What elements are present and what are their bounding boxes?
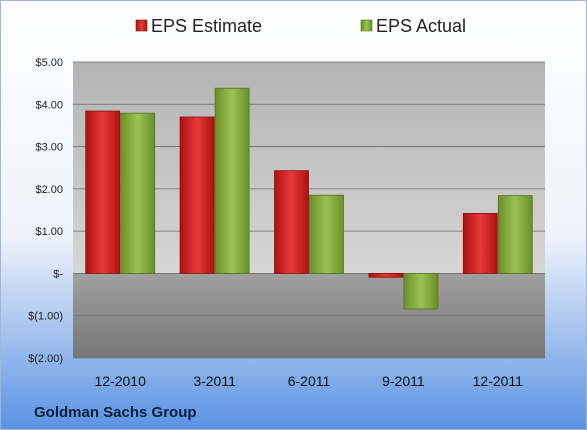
x-tick-label: 9-2011	[382, 373, 425, 389]
legend-label-eps-estimate: EPS Estimate	[151, 16, 262, 36]
y-tick-label: $2.00	[35, 184, 63, 196]
legend-label-eps-actual: EPS Actual	[376, 16, 466, 36]
legend-swatch-eps-estimate	[135, 19, 148, 32]
y-tick-label: $1.00	[35, 226, 63, 238]
y-tick-label: $-	[53, 268, 63, 280]
bar-eps-actual-6-2011	[309, 194, 344, 274]
bar-eps-estimate-3-2011	[179, 116, 215, 274]
bar-eps-actual-9-2011	[403, 273, 439, 310]
bar-eps-estimate-6-2011	[274, 170, 309, 274]
bar-eps-estimate-12-2010	[85, 110, 121, 274]
y-tick-label: $3.00	[35, 142, 63, 154]
y-tick-label: $4.00	[35, 99, 63, 111]
x-tick-label: 6-2011	[288, 373, 331, 389]
bar-eps-actual-3-2011	[214, 87, 250, 274]
y-tick-label: $(1.00)	[28, 311, 63, 323]
bars	[85, 87, 533, 310]
x-tick-label: 12-2010	[95, 373, 147, 389]
legend-swatch-eps-actual	[360, 19, 373, 32]
company-label: Goldman Sachs Group	[34, 404, 197, 421]
y-axis-tick-labels: $5.00 $4.00 $3.00 $2.00 $1.00 $- $(1.00) $(2.00…	[28, 57, 63, 365]
x-axis-tick-labels: 12-2010 3-2011 6-2011 9-2011 12-2011	[95, 373, 524, 389]
x-tick-label: 3-2011	[193, 373, 236, 389]
bar-eps-actual-12-2011	[497, 195, 533, 274]
bar-eps-actual-12-2010	[120, 112, 156, 274]
bar-eps-estimate-12-2011	[462, 212, 498, 274]
y-tick-label: $(2.00)	[28, 353, 63, 365]
y-tick-label: $5.00	[35, 57, 63, 69]
bar-eps-estimate-9-2011	[368, 273, 404, 278]
legend: EPS Estimate EPS Actual	[135, 16, 466, 36]
x-tick-label: 12-2011	[473, 373, 524, 389]
